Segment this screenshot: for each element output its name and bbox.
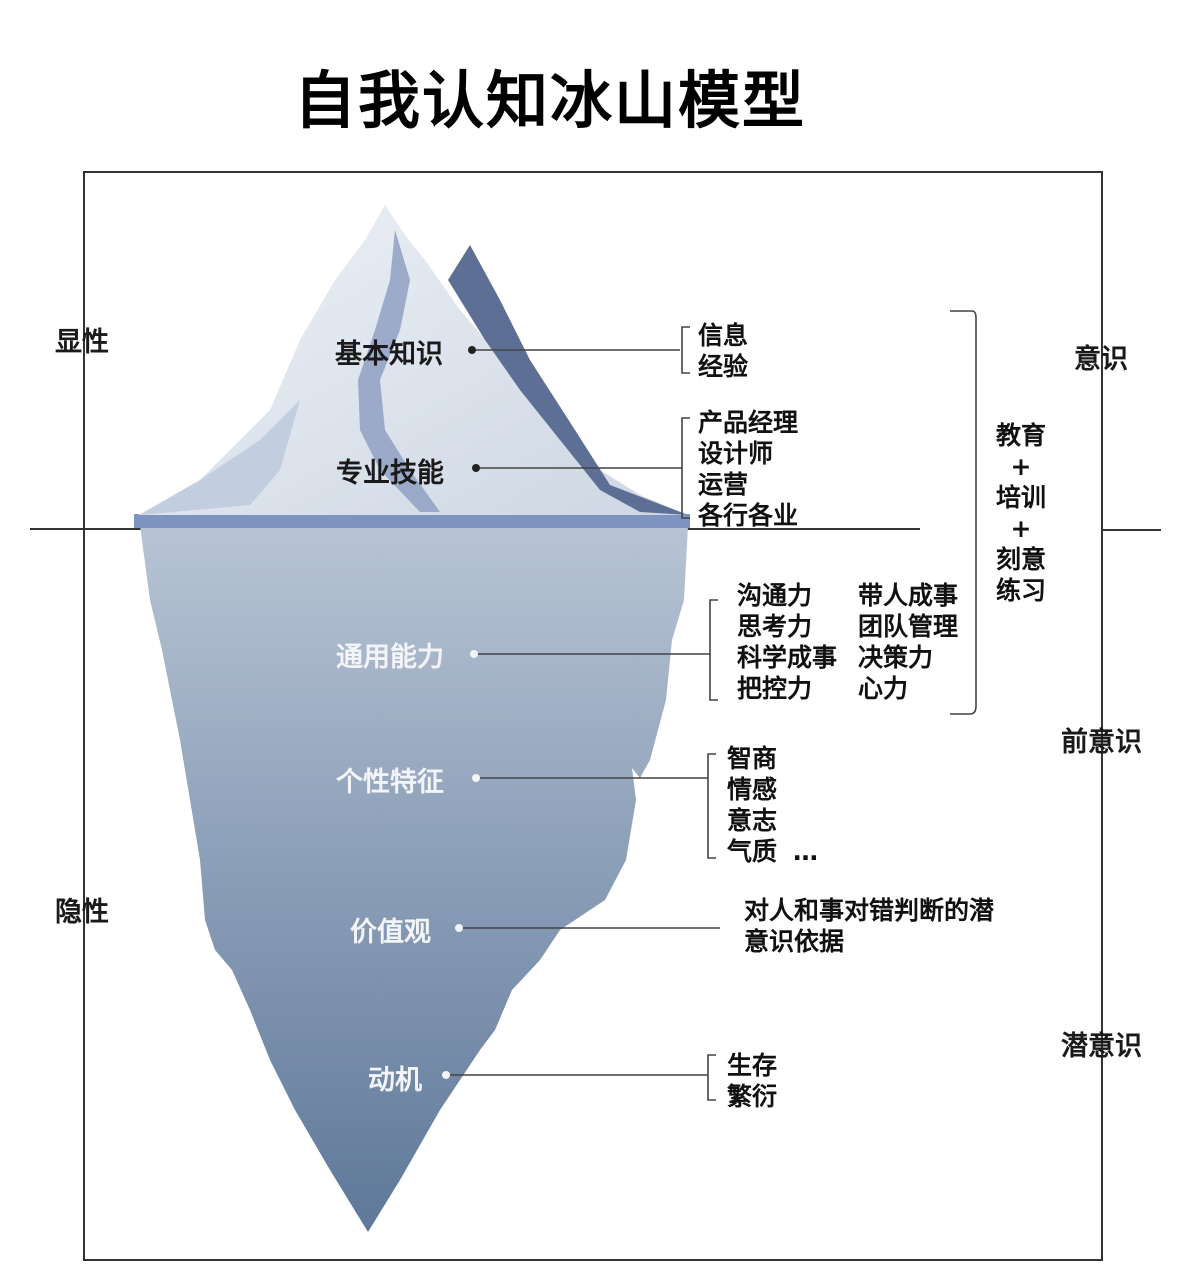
list-item: 产品经理 — [698, 408, 799, 437]
iceberg-waterline-band — [134, 514, 690, 528]
list-item: 智商 — [727, 744, 778, 773]
list-item: 信息 — [698, 321, 749, 350]
professional-skills-label: 专业技能 — [336, 458, 444, 489]
list-item: 意志 — [727, 806, 778, 835]
values-label: 价值观 — [350, 917, 431, 948]
frame-left-line — [83, 171, 85, 1261]
list-item: 生存 — [727, 1051, 778, 1080]
values-desc-line2: 意识依据 — [744, 927, 845, 956]
general-ability-label: 通用能力 — [336, 642, 444, 673]
list-item: 带人成事 — [858, 581, 959, 610]
preconscious-label: 前意识 — [1061, 727, 1142, 758]
list-item: 各行各业 — [698, 501, 799, 530]
list-item: 把控力 — [737, 674, 813, 703]
training-stack: 教育 + 培训 + 刻意 练习 — [988, 420, 1054, 606]
frame-right-line — [1101, 171, 1103, 1261]
ellipsis: … — [793, 837, 819, 866]
list-item: 思考力 — [737, 612, 813, 641]
training-training: 培训 — [995, 483, 1046, 512]
implicit-label: 隐性 — [55, 897, 109, 928]
frame-bottom-line — [83, 1259, 1103, 1261]
professional-skills-list: 产品经理 设计师 运营 各行各业 — [698, 407, 798, 531]
values-desc-line1: 对人和事对错判断的潜 — [744, 896, 995, 925]
basic-knowledge-label: 基本知识 — [335, 339, 443, 370]
values-description: 对人和事对错判断的潜 意识依据 — [744, 895, 994, 957]
training-plus-2: + — [1010, 514, 1032, 543]
list-item: 运营 — [698, 470, 749, 499]
list-item: 心力 — [858, 674, 909, 703]
list-item-text: 气质 — [727, 837, 778, 866]
training-plus-1: + — [1010, 452, 1032, 481]
list-item: 科学成事 — [737, 643, 838, 672]
page-title: 自我认知冰山模型 — [293, 64, 806, 137]
conscious-label: 意识 — [1074, 344, 1128, 375]
subconscious-label: 潜意识 — [1061, 1031, 1142, 1062]
training-practice: 练习 — [995, 576, 1046, 605]
basic-knowledge-list: 信息 经验 — [698, 320, 748, 382]
list-item: 气质 … — [727, 836, 818, 867]
list-item: 经验 — [698, 352, 749, 381]
list-item: 繁衍 — [727, 1082, 778, 1111]
motivation-list: 生存 繁衍 — [727, 1050, 777, 1112]
list-item: 团队管理 — [858, 612, 959, 641]
general-ability-col2: 带人成事 团队管理 决策力 心力 — [858, 580, 958, 704]
explicit-label: 显性 — [55, 327, 109, 358]
list-item: 决策力 — [858, 643, 934, 672]
iceberg-shadow-left — [140, 400, 300, 515]
list-item: 情感 — [727, 775, 778, 804]
iceberg-shadow-mid — [358, 230, 440, 512]
right-divider-line — [1101, 529, 1161, 531]
list-item: 沟通力 — [737, 581, 813, 610]
iceberg-shadow-right — [448, 245, 688, 515]
personality-label: 个性特征 — [336, 767, 444, 798]
list-item: 设计师 — [698, 439, 774, 468]
training-education: 教育 — [995, 421, 1046, 450]
personality-list: 智商 情感 意志 气质 … — [727, 743, 818, 867]
frame-top-line — [83, 171, 1103, 173]
iceberg-underwater — [140, 526, 688, 1232]
motivation-label: 动机 — [368, 1065, 422, 1096]
general-ability-col1: 沟通力 思考力 科学成事 把控力 — [737, 580, 837, 704]
training-deliberate: 刻意 — [995, 545, 1046, 574]
